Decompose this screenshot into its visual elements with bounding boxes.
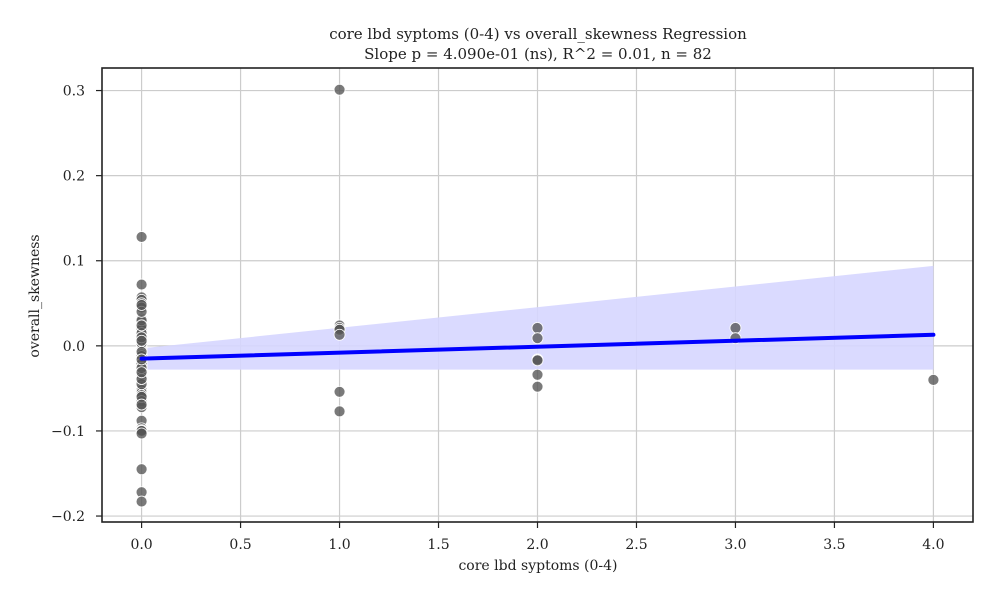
y-axis-label: overall_skewness xyxy=(27,234,43,357)
data-point xyxy=(927,373,940,386)
ticks-layer: 0.0 0.5 1.0 1.5 2.0 2.5 3.0 3.5 4.0 −0.2 −0.1 0.0 0.… xyxy=(51,84,945,553)
data-point xyxy=(531,354,544,367)
data-point xyxy=(729,322,742,334)
x-tick-label: 3.5 xyxy=(823,537,845,553)
y-tick-label: −0.2 xyxy=(51,509,85,525)
data-point xyxy=(135,495,148,508)
x-axis-label: core lbd syptoms (0-4) xyxy=(458,558,617,574)
x-tick-label: 0.0 xyxy=(130,537,152,553)
data-point xyxy=(531,380,544,393)
x-tick-label: 2.0 xyxy=(526,537,548,553)
regression-line-layer xyxy=(139,332,936,361)
data-point xyxy=(135,231,148,243)
x-tick-label: 3.0 xyxy=(724,537,746,553)
data-point xyxy=(333,83,346,96)
data-point xyxy=(135,427,148,440)
points-layer xyxy=(135,83,940,508)
chart-subtitle: Slope p = 4.090e-01 (ns), R^2 = 0.01, n … xyxy=(364,45,712,63)
data-point xyxy=(135,398,148,411)
data-point xyxy=(333,405,346,418)
data-point xyxy=(135,366,148,379)
data-point xyxy=(531,368,544,381)
x-tick-label: 1.0 xyxy=(328,537,350,553)
y-tick-label: 0.3 xyxy=(63,84,85,100)
data-point xyxy=(531,322,544,334)
y-tick-label: −0.1 xyxy=(51,424,85,440)
y-tick-label: 0.1 xyxy=(63,254,85,270)
data-point xyxy=(135,278,148,291)
data-point xyxy=(135,319,148,332)
data-point xyxy=(135,463,148,476)
data-point xyxy=(135,334,148,347)
y-tick-label: 0.0 xyxy=(63,339,85,355)
regression-line xyxy=(139,332,936,361)
data-point xyxy=(135,299,148,311)
x-tick-label: 1.5 xyxy=(427,537,449,553)
x-tick-label: 0.5 xyxy=(229,537,251,553)
data-point xyxy=(531,332,544,345)
y-tick-label: 0.2 xyxy=(63,169,85,185)
x-tick-label: 4.0 xyxy=(922,537,944,553)
data-point xyxy=(333,328,346,341)
x-tick-label: 2.5 xyxy=(625,537,647,553)
data-point xyxy=(333,385,346,398)
chart-title: core lbd syptoms (0-4) vs overall_skewne… xyxy=(329,25,747,43)
